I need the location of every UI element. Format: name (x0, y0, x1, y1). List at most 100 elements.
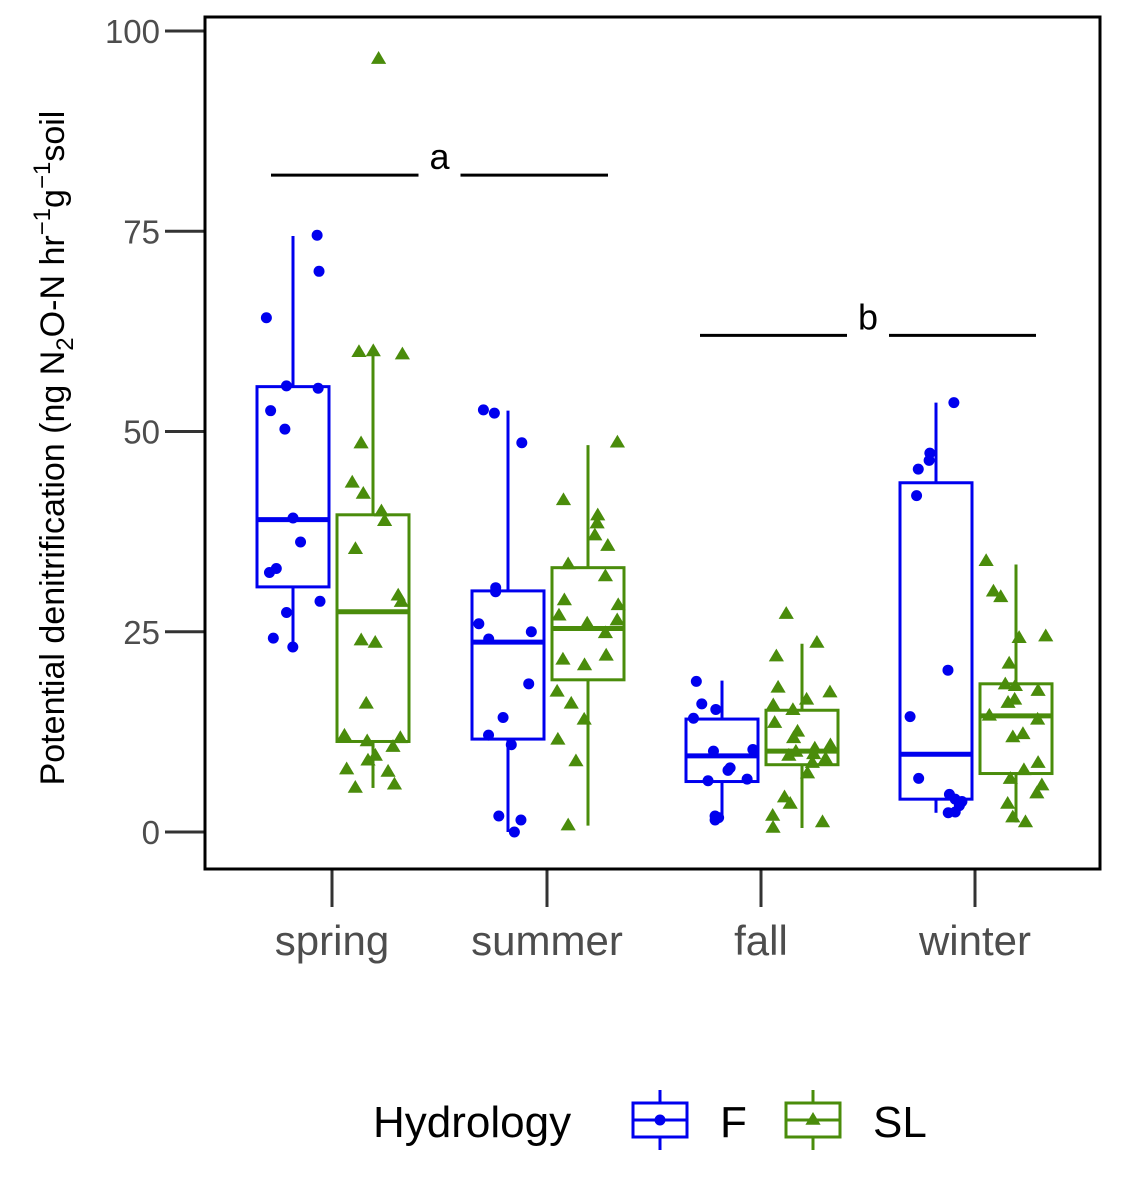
box-iqr (898, 481, 974, 801)
data-point-F (311, 229, 323, 241)
data-point-SL (365, 343, 381, 357)
data-point-SL (380, 763, 396, 777)
data-point-SL (1000, 795, 1016, 809)
data-point-SL (1000, 695, 1016, 708)
data-point-F (710, 703, 722, 715)
x-tick-label-spring: spring (275, 917, 389, 964)
data-point-SL (1030, 683, 1046, 696)
data-point-F (709, 814, 721, 826)
data-point-SL (778, 606, 794, 619)
data-point-SL (568, 753, 584, 767)
data-point-F (525, 626, 537, 638)
data-point-SL (1001, 655, 1017, 669)
data-point-SL (770, 679, 786, 693)
data-point-SL (610, 597, 626, 611)
box-F-winter (898, 402, 974, 813)
data-point-SL (809, 634, 825, 648)
data-point-F (913, 772, 925, 784)
data-point-F (911, 490, 923, 502)
data-point-F (263, 566, 275, 578)
data-point-F (904, 711, 916, 723)
data-point-SL (785, 702, 801, 716)
data-point-SL (804, 755, 820, 768)
data-point-SL (765, 697, 781, 711)
data-point-F (473, 618, 485, 630)
data-point-F (312, 382, 324, 394)
data-point-F (741, 773, 753, 785)
data-point-SL (781, 747, 797, 761)
y-tick-label: 75 (123, 213, 160, 250)
data-point-F (722, 764, 734, 776)
data-point-F (696, 698, 708, 710)
data-point-F (313, 265, 325, 277)
data-point-SL (344, 474, 360, 488)
data-point-F (314, 595, 326, 607)
data-point-SL (360, 752, 376, 766)
data-point-F (497, 711, 509, 723)
data-point-F (267, 632, 279, 644)
data-point-F (505, 739, 517, 751)
data-point-SL (576, 657, 593, 671)
data-point-F (281, 607, 293, 619)
data-point-SL (353, 435, 369, 449)
data-point-SL (985, 583, 1002, 597)
data-point-SL (598, 647, 614, 661)
data-point-F (690, 675, 702, 687)
data-point-SL (590, 507, 606, 521)
data-point-SL (587, 527, 603, 541)
data-point-SL (351, 344, 367, 358)
data-point-SL (822, 737, 839, 751)
data-point-F (287, 512, 299, 524)
data-point-SL (393, 594, 409, 607)
data-point-SL (556, 592, 572, 606)
data-point-SL (336, 727, 353, 741)
legend-key-SL (784, 1090, 842, 1150)
data-point-SL (1017, 814, 1034, 828)
data-point-SL (1005, 729, 1021, 743)
annotation-label: a (429, 136, 450, 177)
annotation-b: b (700, 296, 1036, 337)
legend-key-F (631, 1090, 689, 1150)
data-point-F (948, 397, 960, 409)
data-point-F (942, 807, 954, 819)
annotation-a: a (271, 136, 608, 177)
plot-panel-border (203, 15, 1102, 871)
data-point-F (483, 633, 495, 645)
data-point-F (923, 454, 935, 466)
data-point-F (287, 641, 299, 653)
data-point-SL (551, 607, 567, 621)
data-point-SL (782, 795, 798, 809)
data-point-SL (978, 553, 994, 567)
data-point-F (912, 463, 924, 475)
data-point-SL (353, 632, 369, 646)
data-point-F (260, 312, 272, 324)
data-point-SL (563, 695, 579, 709)
data-point-F (515, 814, 527, 826)
data-point-SL (355, 485, 371, 499)
box-iqr (684, 717, 760, 784)
data-point-F (483, 729, 495, 741)
data-point-SL (817, 751, 834, 764)
data-point-F (295, 536, 307, 548)
x-tick-label-fall: fall (734, 917, 788, 964)
legend-label-SL: SL (873, 1098, 927, 1147)
data-point-SL (597, 568, 613, 582)
data-point-SL (1038, 628, 1054, 642)
data-point-SL (359, 733, 375, 747)
data-point-SL (798, 691, 815, 705)
data-point-SL (377, 513, 393, 527)
box-F-spring (255, 236, 331, 647)
data-point-SL (814, 814, 831, 828)
data-point-SL (560, 817, 576, 831)
data-point-SL (589, 515, 605, 529)
data-point-F (279, 423, 291, 435)
data-point-F (707, 745, 719, 757)
data-point-SL (609, 612, 625, 626)
data-point-SL (579, 615, 595, 629)
data-point-SL (367, 634, 383, 648)
data-point-SL (609, 434, 626, 448)
data-point-SL (806, 746, 822, 760)
legend-key-marker (805, 1112, 821, 1125)
data-point-F (702, 775, 714, 787)
y-axis: 0 25 50 75 100 (105, 13, 205, 851)
